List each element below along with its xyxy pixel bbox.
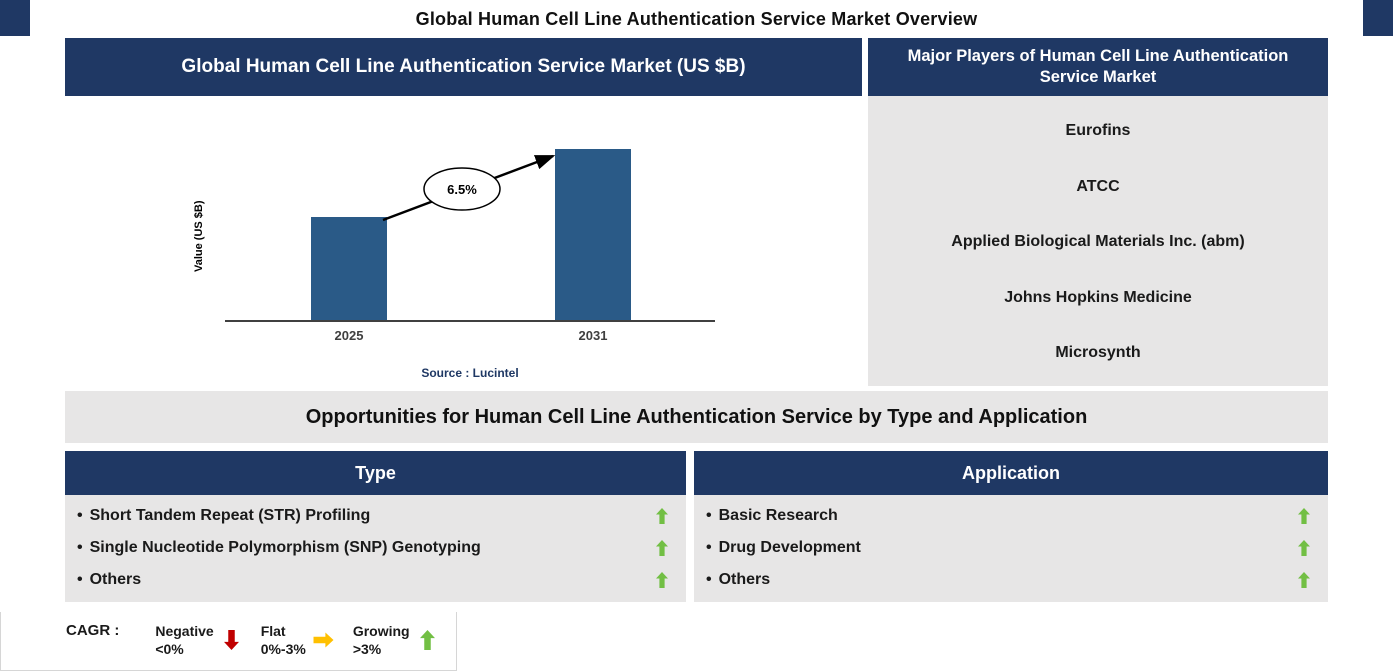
major-players-panel: Major Players of Human Cell Line Authent… bbox=[868, 38, 1328, 386]
legend-entry-name: Growing bbox=[352, 623, 410, 639]
application-item-label: Drug Development bbox=[718, 539, 861, 556]
trend-up-icon bbox=[1298, 538, 1310, 558]
legend-entry-text: Negative <0% bbox=[155, 622, 213, 658]
y-axis-label: Value (US $B) bbox=[193, 200, 205, 272]
bullet: • bbox=[77, 507, 83, 524]
type-list: • Short Tandem Repeat (STR) Profiling • Si… bbox=[65, 495, 686, 602]
header-accent-right bbox=[1363, 0, 1393, 36]
legend-entry-flat: Flat 0%-3% bbox=[261, 622, 331, 658]
major-players-title: Major Players of Human Cell Line Authent… bbox=[868, 38, 1328, 96]
type-item: • Others bbox=[65, 564, 686, 596]
player-item: Applied Biological Materials Inc. (abm) bbox=[951, 233, 1245, 250]
cagr-legend: CAGR : Negative <0% Flat 0%-3% Growing bbox=[0, 612, 457, 671]
plot-area: 6.5% 2025 2031 bbox=[225, 104, 715, 343]
player-item: ATCC bbox=[1076, 177, 1120, 195]
growth-arrow bbox=[382, 154, 556, 222]
application-header: Application bbox=[694, 451, 1328, 495]
legend-entry-range: 0%-3% bbox=[260, 641, 306, 658]
bullet: • bbox=[706, 507, 712, 524]
opportunities-columns: Type • Short Tandem Repeat (STR) Profilin… bbox=[65, 451, 1328, 602]
legend-entry-name: Flat bbox=[260, 623, 286, 639]
type-item-label: Single Nucleotide Polymorphism (SNP) Gen… bbox=[89, 539, 481, 556]
opportunities-title: Opportunities for Human Cell Line Authen… bbox=[65, 391, 1328, 443]
application-item-label-wrap: • Drug Development bbox=[706, 539, 861, 557]
bullet: • bbox=[706, 571, 712, 588]
cagr-bubble bbox=[423, 167, 501, 211]
content-area: Global Human Cell Line Authentication Se… bbox=[0, 38, 1393, 671]
bar-chart: Value (US $B) 6.5% bbox=[65, 96, 862, 386]
bar-2025 bbox=[311, 217, 387, 320]
x-tick-2031: 2031 bbox=[578, 328, 608, 343]
cagr-annotation: 6.5% bbox=[447, 182, 477, 197]
cagr-legend-label: CAGR : bbox=[66, 622, 120, 639]
application-item: • Basic Research bbox=[694, 500, 1328, 532]
type-item-label-wrap: • Single Nucleotide Polymorphism (SNP) Ge… bbox=[77, 539, 481, 557]
application-item-label-wrap: • Basic Research bbox=[706, 507, 838, 525]
trend-up-icon bbox=[1298, 506, 1310, 526]
legend-entry-range: <0% bbox=[155, 641, 184, 658]
trend-up-icon bbox=[656, 570, 668, 590]
chart-source: Source : Lucintel bbox=[421, 366, 519, 380]
legend-entry-name: Negative bbox=[155, 623, 214, 639]
bullet: • bbox=[77, 539, 83, 556]
growth-arrow-annotation: 6.5% bbox=[382, 154, 556, 222]
trend-up-icon bbox=[656, 506, 668, 526]
application-column: Application • Basic Research • Drug Develo… bbox=[694, 451, 1328, 602]
application-item-label: Others bbox=[718, 571, 771, 588]
application-item: • Drug Development bbox=[694, 532, 1328, 564]
player-item: Microsynth bbox=[1055, 344, 1141, 361]
type-item-label-wrap: • Others bbox=[77, 571, 141, 589]
application-item-label-wrap: • Others bbox=[706, 571, 770, 589]
page-title: Global Human Cell Line Authentication Se… bbox=[415, 8, 978, 29]
trend-up-icon bbox=[1298, 570, 1310, 590]
legend-entry-growing: Growing >3% bbox=[353, 622, 435, 658]
trend-up-icon bbox=[420, 627, 435, 653]
bullet: • bbox=[706, 539, 712, 556]
type-item: • Single Nucleotide Polymorphism (SNP) Ge… bbox=[65, 532, 686, 564]
header-accent-left bbox=[0, 0, 30, 36]
legend-entry-text: Flat 0%-3% bbox=[261, 622, 306, 658]
type-item-label: Short Tandem Repeat (STR) Profiling bbox=[89, 507, 371, 524]
trend-down-icon bbox=[224, 627, 239, 653]
legend-entry-text: Growing >3% bbox=[353, 622, 410, 658]
main-row: Global Human Cell Line Authentication Se… bbox=[65, 38, 1328, 386]
type-item: • Short Tandem Repeat (STR) Profiling bbox=[65, 500, 686, 532]
application-item: • Others bbox=[694, 564, 1328, 596]
type-item-label: Others bbox=[89, 571, 142, 588]
player-item: Eurofins bbox=[1065, 122, 1131, 139]
application-list: • Basic Research • Drug Development • Other… bbox=[694, 495, 1328, 602]
trend-up-icon bbox=[656, 538, 668, 558]
type-item-label-wrap: • Short Tandem Repeat (STR) Profiling bbox=[77, 507, 370, 525]
bar-2031 bbox=[555, 149, 631, 320]
page-header: Global Human Cell Line Authentication Se… bbox=[0, 0, 1393, 38]
type-column: Type • Short Tandem Repeat (STR) Profilin… bbox=[65, 451, 686, 602]
market-chart-title: Global Human Cell Line Authentication Se… bbox=[65, 38, 862, 96]
application-item-label: Basic Research bbox=[718, 507, 838, 524]
market-chart-panel: Global Human Cell Line Authentication Se… bbox=[65, 38, 862, 386]
legend-entry-negative: Negative <0% bbox=[155, 622, 238, 658]
type-header: Type bbox=[65, 451, 686, 495]
bullet: • bbox=[77, 571, 83, 588]
major-players-list: Eurofins ATCC Applied Biological Materia… bbox=[868, 96, 1328, 386]
player-item: Johns Hopkins Medicine bbox=[1004, 288, 1192, 306]
legend-entry-range: >3% bbox=[352, 641, 382, 658]
x-tick-2025: 2025 bbox=[334, 328, 364, 343]
trend-flat-icon bbox=[310, 633, 336, 648]
